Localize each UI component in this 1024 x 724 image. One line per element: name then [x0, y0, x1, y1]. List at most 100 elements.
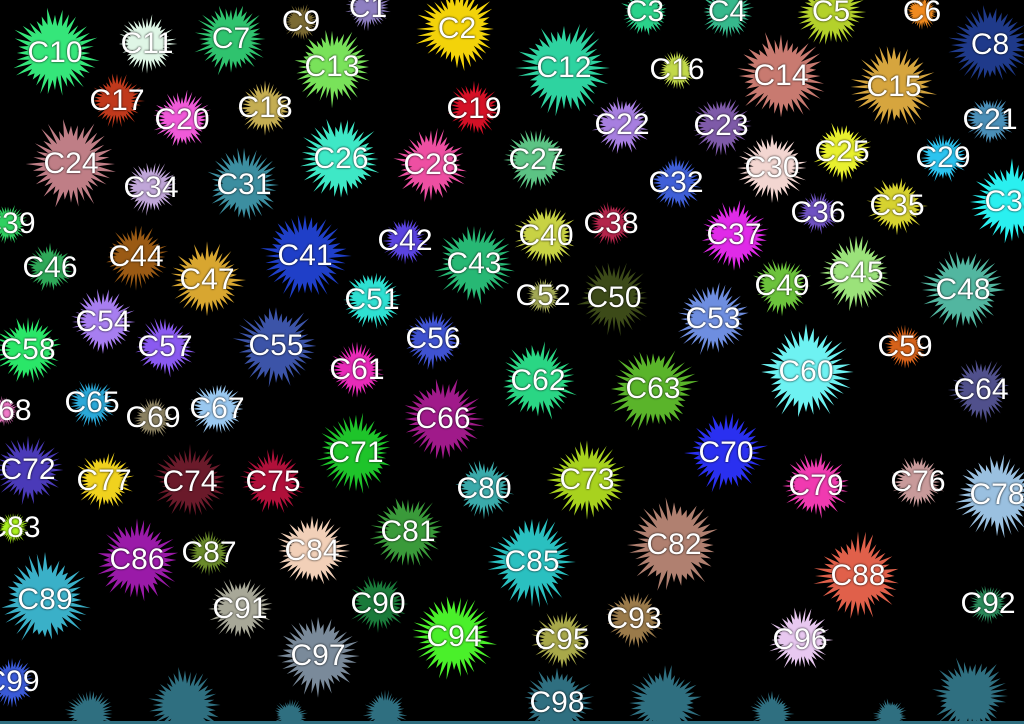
cell-blob-c13 [294, 30, 370, 109]
cell-label-c6: C6 [902, 0, 942, 28]
cell-label-c4: C4 [707, 0, 747, 28]
cell-label-c89: C89 [17, 583, 73, 616]
cell-blob-c71 [316, 412, 391, 494]
edge-blob [629, 665, 702, 724]
cell-label-c33: C33 [984, 185, 1024, 218]
cell-blob-c92 [968, 585, 1007, 625]
cell-label-c96: C96 [772, 623, 828, 656]
cell-blob-c16 [658, 50, 698, 90]
cell-label-c44: C44 [108, 240, 164, 273]
cell-label-c25: C25 [814, 135, 870, 168]
cell-blob-c15 [850, 46, 938, 125]
cell-blob-c20 [153, 89, 211, 147]
cell-blob-c27 [503, 128, 567, 191]
cell-blob-c88 [813, 531, 899, 619]
cell-label-c41: C41 [277, 239, 333, 272]
cell-blob-c24 [25, 119, 116, 208]
cell-label-c43: C43 [446, 247, 502, 280]
cell-label-c85: C85 [504, 545, 560, 578]
cell-label-c16: C16 [649, 53, 705, 86]
edge-blob [872, 698, 907, 724]
cell-label-c67: C67 [189, 392, 245, 425]
cell-blob-c89 [1, 552, 91, 641]
cell-blob-c32 [651, 155, 703, 209]
edge-blob [932, 657, 1008, 724]
cell-label-c74: C74 [162, 465, 218, 498]
cell-label-c11: C11 [120, 27, 174, 60]
edge-blob [148, 667, 221, 724]
cell-label-c55: C55 [248, 329, 304, 362]
cell-blob-c86 [97, 518, 178, 602]
cell-label-c47: C47 [179, 263, 235, 296]
cell-label-c58: C58 [0, 333, 56, 366]
cell-blob-c52 [526, 277, 562, 314]
cell-blob-c57 [135, 317, 196, 378]
cell-blob-c3 [621, 0, 667, 36]
cell-label-c88: C88 [830, 559, 886, 592]
cell-label-c57: C57 [137, 330, 193, 363]
cell-label-c29: C29 [915, 141, 971, 174]
cell-blob-c36 [796, 192, 839, 235]
cell-label-c53: C53 [685, 302, 741, 335]
cell-label-c99: C99 [0, 665, 40, 698]
cell-blob-c70 [684, 412, 768, 493]
cell-label-c32: C32 [648, 166, 704, 199]
cell-blob-c74 [153, 443, 225, 516]
cell-blob-c65 [69, 380, 117, 428]
cell-label-c7: C7 [211, 22, 251, 55]
cell-label-c21: C21 [962, 103, 1018, 136]
cell-blob-c94 [412, 596, 497, 680]
cell-label-c60: C60 [778, 355, 834, 388]
cell-blob-c9 [281, 4, 321, 41]
cell-label-c65: C65 [64, 386, 120, 419]
cell-label-c54: C54 [75, 305, 131, 338]
cell-blob-c87 [187, 530, 230, 577]
cell-label-c91: C91 [212, 592, 268, 625]
cell-blob-c62 [503, 341, 577, 420]
cell-blob-c17 [91, 73, 145, 129]
cell-blob-c18 [237, 80, 292, 136]
cell-label-c1: C1 [348, 0, 388, 24]
cell-label-c49: C49 [754, 269, 810, 302]
cell-label-c17: C17 [89, 84, 145, 117]
cell-label-c90: C90 [350, 587, 406, 620]
cell-blob-c76 [890, 457, 944, 508]
cell-blob-c73 [546, 440, 626, 520]
cell-label-c28: C28 [403, 148, 459, 181]
cell-label-c13: C13 [304, 50, 360, 83]
cell-blob-c38 [590, 201, 634, 246]
cell-label-c69: C69 [125, 401, 181, 434]
cell-label-c30: C30 [744, 151, 800, 184]
cell-label-c18: C18 [237, 91, 293, 124]
cell-blob-c93 [605, 592, 663, 649]
cell-label-c68: C68 [0, 394, 32, 427]
cell-blob-c83 [0, 513, 29, 545]
cell-blob-c49 [753, 258, 811, 317]
cell-label-c79: C79 [788, 469, 844, 502]
cell-label-c56: C56 [405, 322, 461, 355]
cell-blob-c26 [300, 118, 380, 198]
cell-blob-c12 [515, 23, 610, 117]
cell-label-c83: C83 [0, 511, 41, 544]
cell-blob-c64 [947, 359, 1010, 424]
cell-label-c3: C3 [625, 0, 665, 28]
cell-label-c59: C59 [877, 330, 933, 363]
cell-label-c77: C77 [76, 464, 132, 497]
cell-blob-c58 [0, 317, 62, 384]
cell-label-c75: C75 [245, 465, 301, 498]
cell-blob-c2 [415, 0, 494, 72]
cell-blob-c4 [703, 0, 755, 39]
cell-label-c9: C9 [281, 5, 321, 38]
cell-label-c64: C64 [953, 373, 1009, 406]
cell-label-c95: C95 [534, 623, 590, 656]
cell-blob-c75 [239, 448, 306, 514]
cell-blob-c77 [77, 452, 135, 511]
cell-blob-c53 [677, 282, 749, 356]
cell-blob-c7 [194, 5, 266, 76]
cell-blob-c67 [188, 384, 244, 434]
cell-blob-c19 [447, 80, 501, 136]
cell-label-c37: C37 [706, 218, 762, 251]
cell-blob-c39 [0, 205, 28, 244]
cell-blob-c96 [769, 607, 834, 669]
cell-label-c92: C92 [960, 587, 1016, 620]
